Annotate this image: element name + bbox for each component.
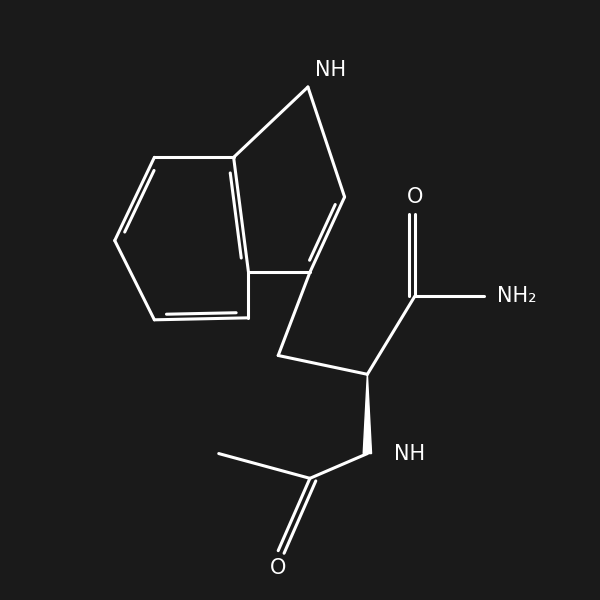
Polygon shape [363,374,371,454]
Text: NH: NH [394,443,425,464]
Text: NH₂: NH₂ [497,286,537,306]
Text: O: O [270,559,286,578]
Text: NH: NH [315,61,346,80]
Text: O: O [407,187,423,207]
